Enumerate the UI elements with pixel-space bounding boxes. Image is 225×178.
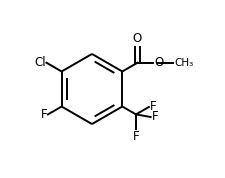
Text: CH₃: CH₃ xyxy=(173,58,193,68)
Text: Cl: Cl xyxy=(34,56,45,69)
Text: F: F xyxy=(151,111,157,124)
Text: O: O xyxy=(132,32,142,45)
Text: F: F xyxy=(149,100,156,113)
Text: F: F xyxy=(132,130,139,143)
Text: O: O xyxy=(153,56,163,69)
Text: F: F xyxy=(40,108,47,121)
